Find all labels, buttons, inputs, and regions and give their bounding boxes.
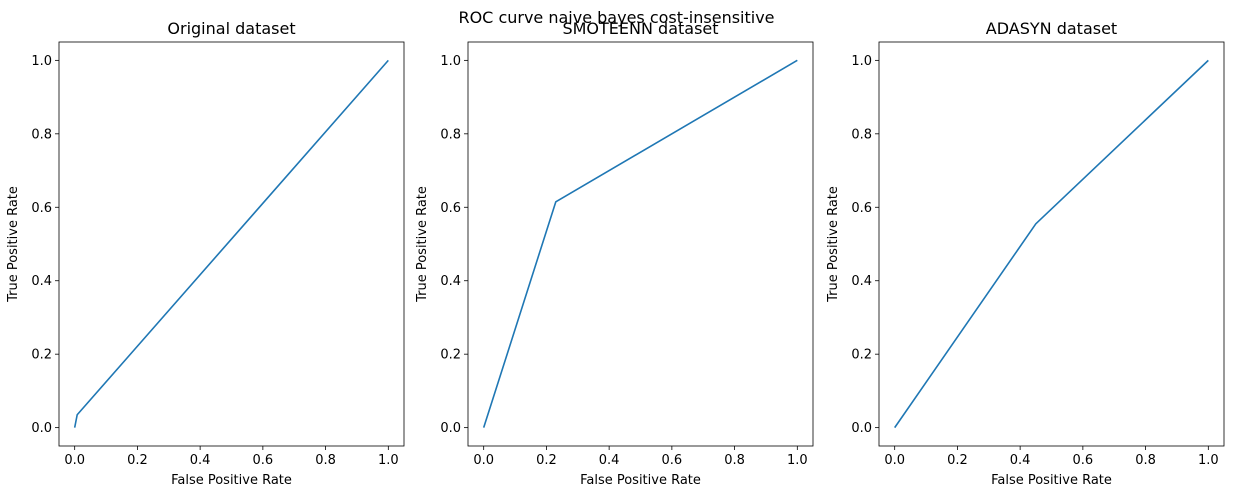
x-tick-label: 0.2: [947, 453, 968, 468]
x-tick-label: 0.6: [1073, 453, 1094, 468]
x-tick-label: 0.8: [724, 453, 745, 468]
y-axis-label: True Positive Rate: [415, 186, 430, 303]
x-tick-label: 0.2: [536, 453, 557, 468]
x-tick-label: 0.4: [1010, 453, 1031, 468]
x-tick-label: 0.4: [599, 453, 620, 468]
y-tick-label: 0.8: [31, 127, 52, 142]
x-axis-label: False Positive Rate: [580, 473, 701, 488]
x-tick-label: 1.0: [787, 453, 808, 468]
figure-suptitle: ROC curve naive bayes cost-insensitive: [458, 8, 775, 27]
roc-curve-line: [73, 59, 389, 428]
y-tick-label: 1.0: [440, 54, 461, 69]
y-tick-label: 0.6: [440, 201, 461, 216]
roc-curve-line: [894, 59, 1209, 429]
panel-title: SMOTEENN dataset: [562, 19, 718, 38]
x-tick-label: 0.8: [315, 453, 336, 468]
roc-curve-line: [482, 59, 798, 428]
y-tick-label: 1.0: [31, 54, 52, 69]
y-tick-label: 0.8: [851, 127, 872, 142]
axes-frame: [878, 41, 1225, 447]
x-tick-label: 0.6: [662, 453, 683, 468]
chart-panel-2: 0.0 0.2 0.4 0.6 0.8 1.0 0.0 0.2 0.4 0.6 0.8 1.0 SMOT…: [415, 19, 814, 488]
y-tick-label: 0.4: [851, 274, 872, 289]
axes-frame: [467, 41, 814, 447]
panel-title: ADASYN dataset: [986, 19, 1117, 38]
x-tick-label: 0.6: [253, 453, 274, 468]
x-tick-label: 1.0: [1198, 453, 1219, 468]
y-axis-label: True Positive Rate: [6, 186, 21, 303]
y-tick-label: 0.8: [440, 127, 461, 142]
y-tick-label: 0.2: [31, 348, 52, 363]
x-tick-label: 0.0: [64, 453, 85, 468]
x-tick-label: 0.2: [127, 453, 148, 468]
y-tick-label: 0.0: [440, 421, 461, 436]
y-tick-label: 0.4: [31, 274, 52, 289]
y-axis-label: True Positive Rate: [826, 186, 841, 303]
y-tick-label: 1.0: [851, 54, 872, 69]
panel-title: Original dataset: [167, 19, 295, 38]
y-tick-label: 0.4: [440, 274, 461, 289]
y-tick-label: 0.0: [851, 421, 872, 436]
y-tick-label: 0.2: [440, 348, 461, 363]
x-tick-label: 0.0: [884, 453, 905, 468]
chart-panel-3: 0.0 0.2 0.4 0.6 0.8 1.0 0.0 0.2 0.4 0.6 0.8 1.0 ADAS…: [826, 19, 1225, 488]
chart-panel-1: 0.0 0.2 0.4 0.6 0.8 1.0 0.0 0.2 0.4 0.6 0.8 1.0 Orig…: [6, 19, 405, 488]
x-tick-label: 1.0: [378, 453, 399, 468]
x-tick-label: 0.4: [190, 453, 211, 468]
x-axis-label: False Positive Rate: [171, 473, 292, 488]
y-tick-label: 0.2: [851, 348, 872, 363]
axes-frame: [58, 41, 405, 447]
x-tick-label: 0.8: [1135, 453, 1156, 468]
y-tick-label: 0.0: [31, 421, 52, 436]
y-tick-label: 0.6: [31, 201, 52, 216]
x-axis-label: False Positive Rate: [991, 473, 1112, 488]
y-tick-label: 0.6: [851, 201, 872, 216]
x-tick-label: 0.0: [473, 453, 494, 468]
